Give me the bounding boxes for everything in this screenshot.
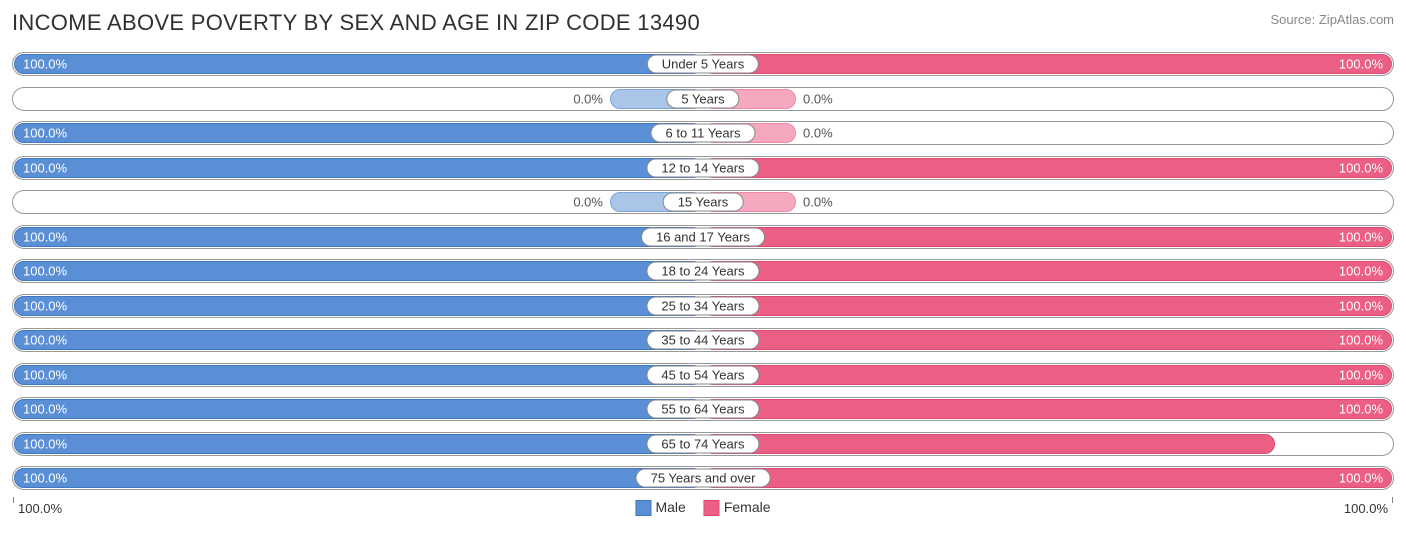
female-value-label: 100.0% [1339, 471, 1383, 486]
legend-female-label: Female [724, 499, 771, 515]
female-bar [703, 434, 1275, 454]
male-bar [14, 261, 703, 281]
female-bar [703, 468, 1392, 488]
female-bar [703, 261, 1392, 281]
female-value-label: 82.9% [1346, 436, 1383, 451]
swatch-male [635, 500, 651, 516]
male-value-label: 100.0% [23, 264, 67, 279]
female-bar [703, 399, 1392, 419]
male-value-label: 100.0% [23, 402, 67, 417]
category-label: 45 to 54 Years [646, 365, 759, 384]
female-value-label: 0.0% [803, 195, 833, 210]
legend: Male Female [635, 499, 770, 516]
male-bar [14, 158, 703, 178]
category-label: 6 to 11 Years [651, 124, 756, 143]
bar-row: 100.0% 100.0% 75 Years and over [12, 466, 1394, 490]
category-label: 18 to 24 Years [646, 262, 759, 281]
male-bar [14, 123, 703, 143]
bar-row: 0.0% 0.0% 5 Years [12, 87, 1394, 111]
male-value-label: 100.0% [23, 126, 67, 141]
bar-row: 100.0% 100.0% 55 to 64 Years [12, 397, 1394, 421]
swatch-female [704, 500, 720, 516]
category-label: 12 to 14 Years [646, 158, 759, 177]
category-label: 16 and 17 Years [641, 227, 765, 246]
female-value-label: 100.0% [1339, 229, 1383, 244]
bar-row: 0.0% 0.0% 15 Years [12, 190, 1394, 214]
female-bar [703, 330, 1392, 350]
category-label: 25 to 34 Years [646, 296, 759, 315]
category-label: 75 Years and over [636, 469, 771, 488]
female-bar [703, 227, 1392, 247]
bar-row: 100.0% 0.0% 6 to 11 Years [12, 121, 1394, 145]
category-label: Under 5 Years [647, 55, 759, 74]
axis-row: 100.0% 100.0% Male Female [12, 499, 1394, 521]
male-bar [14, 399, 703, 419]
category-label: 15 Years [663, 193, 744, 212]
axis-label-right: 100.0% [1344, 501, 1388, 516]
axis-label-left: 100.0% [18, 501, 62, 516]
female-value-label: 100.0% [1339, 367, 1383, 382]
female-value-label: 0.0% [803, 126, 833, 141]
male-value-label: 0.0% [573, 195, 603, 210]
chart-title: INCOME ABOVE POVERTY BY SEX AND AGE IN Z… [12, 10, 700, 36]
category-label: 35 to 44 Years [646, 331, 759, 350]
category-label: 5 Years [666, 89, 739, 108]
female-value-label: 0.0% [803, 91, 833, 106]
bar-row: 100.0% 100.0% 35 to 44 Years [12, 328, 1394, 352]
bar-row: 100.0% 100.0% 18 to 24 Years [12, 259, 1394, 283]
male-bar [14, 365, 703, 385]
male-value-label: 100.0% [23, 367, 67, 382]
female-value-label: 100.0% [1339, 264, 1383, 279]
category-label: 55 to 64 Years [646, 400, 759, 419]
female-bar [703, 296, 1392, 316]
female-value-label: 100.0% [1339, 298, 1383, 313]
male-bar [14, 227, 703, 247]
female-bar [703, 365, 1392, 385]
male-value-label: 100.0% [23, 333, 67, 348]
legend-female: Female [704, 499, 771, 516]
male-value-label: 100.0% [23, 298, 67, 313]
male-value-label: 100.0% [23, 229, 67, 244]
bar-row: 100.0% 100.0% Under 5 Years [12, 52, 1394, 76]
bar-row: 100.0% 100.0% 12 to 14 Years [12, 156, 1394, 180]
bar-row: 100.0% 100.0% 16 and 17 Years [12, 225, 1394, 249]
female-bar [703, 54, 1392, 74]
male-bar [14, 330, 703, 350]
legend-male-label: Male [655, 499, 685, 515]
male-value-label: 0.0% [573, 91, 603, 106]
male-value-label: 100.0% [23, 471, 67, 486]
male-value-label: 100.0% [23, 436, 67, 451]
male-value-label: 100.0% [23, 160, 67, 175]
male-bar [14, 468, 703, 488]
female-value-label: 100.0% [1339, 333, 1383, 348]
chart-header: INCOME ABOVE POVERTY BY SEX AND AGE IN Z… [12, 10, 1394, 36]
chart-source: Source: ZipAtlas.com [1270, 10, 1394, 27]
male-value-label: 100.0% [23, 57, 67, 72]
female-value-label: 100.0% [1339, 160, 1383, 175]
male-bar [14, 54, 703, 74]
category-label: 65 to 74 Years [646, 434, 759, 453]
female-bar [703, 158, 1392, 178]
bar-row: 100.0% 82.9% 65 to 74 Years [12, 432, 1394, 456]
male-bar [14, 434, 703, 454]
female-value-label: 100.0% [1339, 402, 1383, 417]
legend-male: Male [635, 499, 685, 516]
chart-area: 100.0% 100.0% Under 5 Years 0.0% 0.0% 5 Years… [12, 52, 1394, 490]
bar-row: 100.0% 100.0% 25 to 34 Years [12, 294, 1394, 318]
bar-row: 100.0% 100.0% 45 to 54 Years [12, 363, 1394, 387]
male-bar [14, 296, 703, 316]
female-value-label: 100.0% [1339, 57, 1383, 72]
